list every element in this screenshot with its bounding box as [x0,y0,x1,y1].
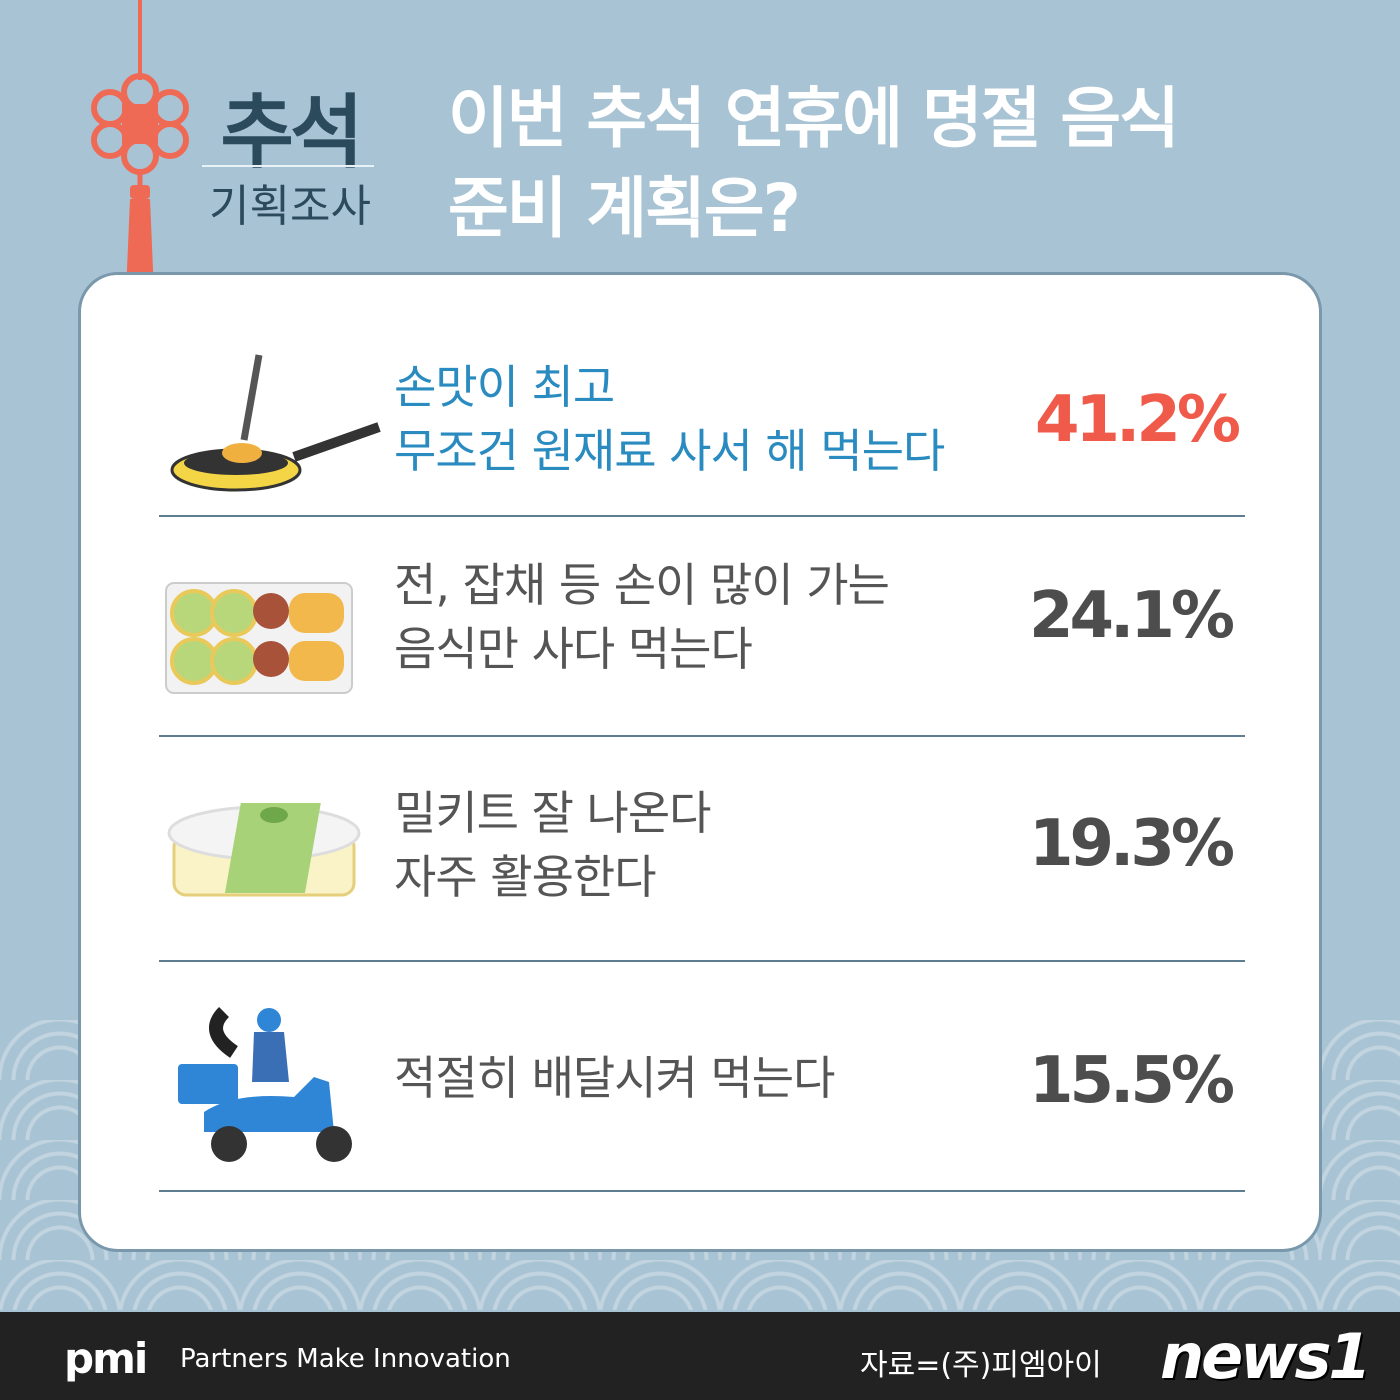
result-label: 전, 잡채 등 손이 많이 가는 음식만 사다 먹는다 [394,553,890,681]
footer: pmi Partners Make Innovation 자료=(주)피엠아이 … [0,1312,1400,1400]
knot-ornament-icon [91,0,189,340]
result-label: 손맛이 최고 무조건 원재료 사서 해 먹는다 [394,355,945,483]
divider [202,165,374,167]
result-value: 15.5% [1028,1044,1235,1118]
result-value: 24.1% [1028,579,1235,653]
results-card: 손맛이 최고 무조건 원재료 사서 해 먹는다 41.2% 전, 잡채 등 손이… [78,272,1322,1252]
tagline: Partners Make Innovation [180,1344,511,1374]
badge-title: 추석 [220,86,363,179]
pmi-logo: pmi [64,1334,148,1383]
result-label: 적절히 배달시켜 먹는다 [394,1051,835,1105]
label-line2: 음식만 사다 먹는다 [394,622,753,676]
label-line2: 자주 활용한다 [394,850,657,904]
jeon-tray-icon [165,582,353,694]
label-line1: 밀키트 잘 나온다 [394,786,711,840]
headline: 이번 추석 연휴에 명절 음식 준비 계획은? [448,74,1180,254]
badge-subtitle: 기획조사 [209,181,371,232]
delivery-scooter-icon [178,1007,352,1162]
news1-watermark: news1 [1160,1320,1372,1393]
result-row: 적절히 배달시켜 먹는다 15.5% [159,962,1245,1192]
label-line1: 손맛이 최고 [394,360,615,414]
result-row: 밀키트 잘 나온다 자주 활용한다 19.3% [159,737,1245,962]
result-label: 밀키트 잘 나온다 자주 활용한다 [394,781,711,909]
label-line1: 전, 잡채 등 손이 많이 가는 [394,558,890,612]
result-row: 손맛이 최고 무조건 원재료 사서 해 먹는다 41.2% [159,335,1245,517]
label-line2: 무조건 원재료 사서 해 먹는다 [394,424,945,478]
result-value: 41.2% [1034,383,1241,457]
headline-line2: 준비 계획은? [448,170,801,247]
frying-pan-icon [170,354,381,492]
headline-line1: 이번 추석 연휴에 명절 음식 [448,80,1180,157]
result-row: 전, 잡채 등 손이 많이 가는 음식만 사다 먹는다 24.1% [159,517,1245,737]
result-value: 19.3% [1028,807,1235,881]
source-credit: 자료=(주)피엠아이 [860,1348,1102,1383]
meal-kit-icon [167,803,361,897]
